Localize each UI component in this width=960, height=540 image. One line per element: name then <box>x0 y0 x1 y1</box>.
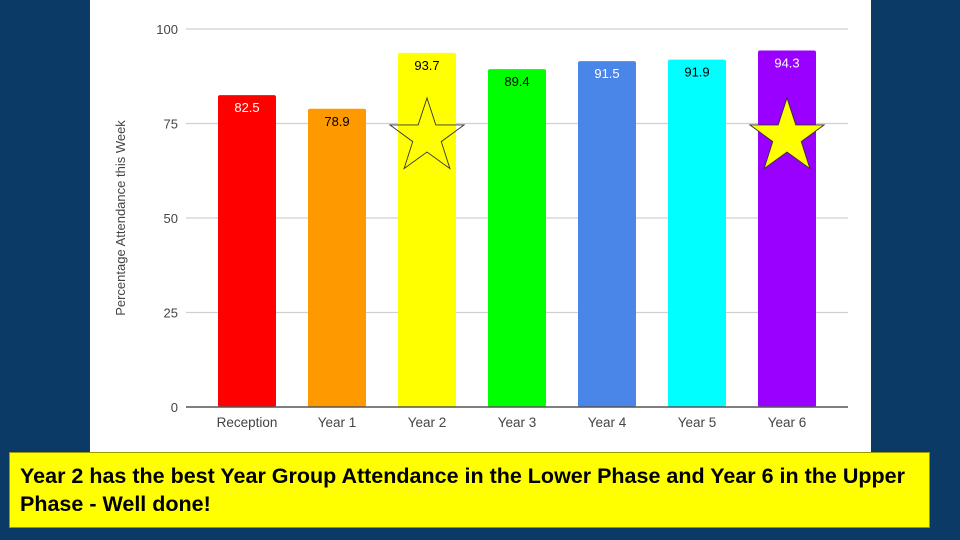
x-tick-label: Year 2 <box>408 415 447 430</box>
x-tick-label: Year 5 <box>678 415 717 430</box>
chart-panel: 0 25 50 75 100 82.5 78.9 93.7 89.4 91.5 91.9 94.3 … <box>90 0 871 452</box>
bar-year-4 <box>578 61 636 407</box>
bar-year-3 <box>488 69 546 408</box>
star-icon <box>748 96 826 170</box>
caption-banner: Year 2 has the best Year Group Attendanc… <box>9 452 930 528</box>
x-tick-label: Year 6 <box>768 415 807 430</box>
data-label: 82.5 <box>234 100 259 115</box>
x-tick-label: Year 3 <box>498 415 537 430</box>
bar-year-2 <box>398 52 456 408</box>
bars: 82.5 78.9 93.7 89.4 91.5 91.9 94.3 <box>218 50 816 408</box>
y-tick-label: 25 <box>164 306 178 321</box>
data-label: 91.9 <box>684 65 709 80</box>
x-tick-label: Year 1 <box>318 415 357 430</box>
x-tick-label: Year 4 <box>588 415 627 430</box>
star-icon <box>388 96 466 170</box>
caption-text: Year 2 has the best Year Group Attendanc… <box>20 464 905 516</box>
data-label: 78.9 <box>324 114 349 129</box>
y-tick-label: 100 <box>156 22 178 37</box>
star-annotations <box>388 96 826 170</box>
y-tick-label: 50 <box>164 211 178 226</box>
bar-reception <box>218 95 276 408</box>
data-label: 93.7 <box>414 58 439 73</box>
y-tick-labels: 0 25 50 75 100 <box>156 22 178 415</box>
data-label: 94.3 <box>774 56 799 71</box>
y-tick-label: 75 <box>164 117 178 132</box>
x-tick-label: Reception <box>217 415 278 430</box>
bar-year-5 <box>668 59 726 407</box>
data-label: 89.4 <box>504 74 529 89</box>
bar-year-1 <box>308 108 366 408</box>
data-label: 91.5 <box>594 66 619 81</box>
y-tick-label: 0 <box>171 400 178 415</box>
x-tick-labels: Reception Year 1 Year 2 Year 3 Year 4 Year 5 Y… <box>217 415 807 430</box>
y-axis-label: Percentage Attendance this Week <box>113 120 128 316</box>
